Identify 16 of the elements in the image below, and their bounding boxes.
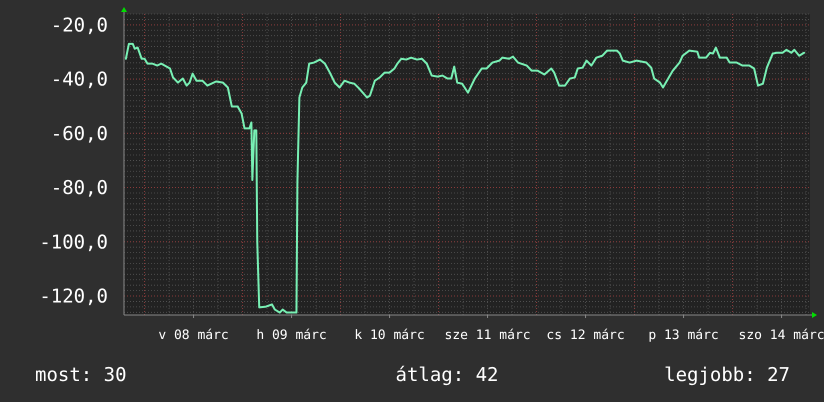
y-tick-label: -40,0 [50,68,108,91]
text: most: 30 [35,364,127,386]
text: legjobb: 27 [664,364,790,386]
x-tick-label: cs 12 márc [546,328,625,343]
x-tick-label: p 13 márc [648,328,719,343]
x-tick-label: szo 14 márc [738,328,824,343]
text: átlag: 42 [396,364,498,386]
x-tick-label: h 09 márc [256,328,327,343]
x-tick-label: sze 11 márc [444,328,531,343]
y-tick-label: -100,0 [39,231,108,254]
y-tick-label: -80,0 [50,177,108,200]
y-tick-label: -120,0 [39,286,108,308]
x-tick-label: k 10 márc [354,328,425,343]
y-tick-label: -60,0 [50,122,108,145]
y-tick-label: -20,0 [50,14,108,36]
x-tick-label: v 08 márc [158,328,229,343]
